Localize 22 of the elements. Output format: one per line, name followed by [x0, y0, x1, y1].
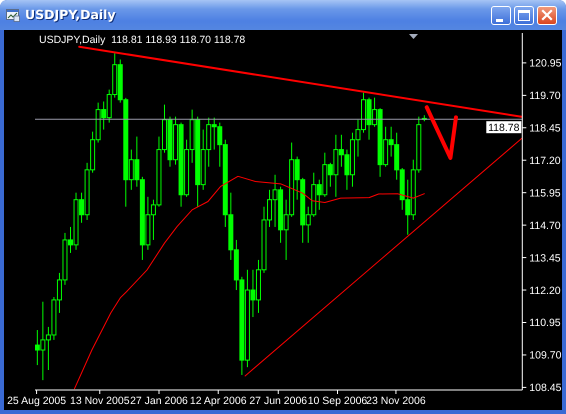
- x-tick-label: 23 Nov 2006: [366, 394, 426, 407]
- x-tick-label: 12 Apr 2006: [190, 394, 247, 407]
- y-tick-label: 118.45: [529, 122, 561, 134]
- y-tick-label: 114.70: [529, 220, 561, 232]
- y-tick-label: 119.70: [529, 90, 561, 102]
- y-tick-label: 120.95: [529, 58, 562, 70]
- y-tick-label: 117.20: [529, 154, 561, 167]
- y-tick-label: 115.95: [529, 187, 561, 200]
- x-tick-label: 27 Jun 2006: [249, 394, 308, 407]
- y-tick-label: 108.45: [529, 382, 562, 394]
- chart-subtitle: USDJPY,Daily 118.81 118.93 118.70 118.78: [39, 34, 246, 46]
- x-tick-label: 10 Sep 2006: [308, 394, 368, 407]
- y-tick-label: 109.70: [529, 350, 562, 362]
- chart-title: USDJPY,Daily: [25, 7, 116, 22]
- y-tick-label: 110.95: [529, 317, 561, 330]
- x-tick-label: 13 Nov 2005: [70, 394, 130, 407]
- y-tick-label: 113.45: [529, 252, 561, 264]
- line-series: [74, 176, 425, 390]
- x-tick-label: 25 Aug 2005: [7, 394, 66, 407]
- y-tick-label: 112.20: [529, 284, 561, 297]
- x-tick-label: 27 Jan 2006: [130, 394, 188, 407]
- ref-line-label: 118.78: [488, 122, 520, 134]
